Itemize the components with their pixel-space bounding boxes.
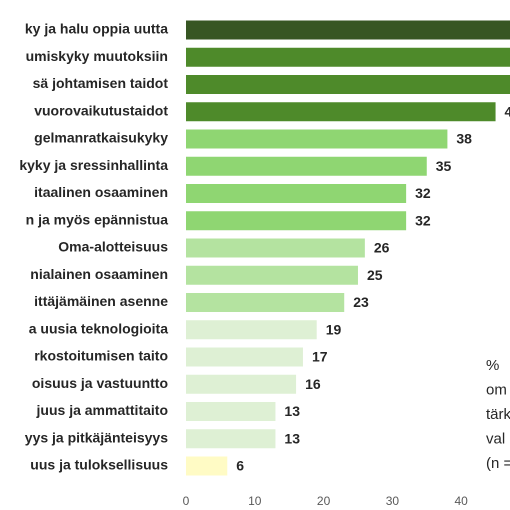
- x-tick-label: 40: [454, 494, 468, 508]
- value-label: 17: [312, 349, 328, 365]
- bar: [186, 456, 228, 476]
- value-label: 26: [374, 240, 390, 256]
- value-label: 16: [305, 376, 321, 392]
- x-tick-label: 20: [317, 494, 331, 508]
- value-label: 32: [415, 212, 431, 228]
- category-label: Oma-alotteisuus: [58, 239, 168, 255]
- bar: [186, 347, 303, 367]
- value-label: 13: [284, 403, 300, 419]
- category-label: juus ja ammattitaito: [36, 402, 168, 418]
- value-label: 32: [415, 185, 431, 201]
- bar: [186, 184, 407, 203]
- bar: [186, 374, 297, 394]
- category-label: sä johtamisen taidot: [33, 75, 169, 91]
- annotation: (n =: [486, 455, 510, 472]
- bar: [186, 402, 276, 421]
- category-label: oisuus ja vastuuntto: [32, 375, 168, 391]
- bar: [186, 102, 496, 122]
- bar: [186, 129, 448, 149]
- bar: [186, 211, 407, 231]
- value-label: 19: [326, 321, 342, 337]
- annotation: %: [486, 357, 499, 374]
- category-label: gelmanratkaisukyky: [34, 130, 168, 146]
- value-label: 6: [236, 458, 244, 474]
- category-label: uus ja tuloksellisuus: [30, 457, 168, 473]
- category-label: n ja myös epännistua: [26, 211, 169, 227]
- x-tick-label: 30: [386, 494, 400, 508]
- value-label: 38: [456, 131, 472, 147]
- value-label: 35: [436, 158, 452, 174]
- bar: [186, 429, 276, 449]
- x-tick-label: 0: [183, 494, 190, 508]
- value-label: 13: [284, 430, 300, 446]
- bar: [186, 265, 358, 285]
- x-tick-label: 10: [248, 494, 262, 508]
- annotation: om: [486, 381, 507, 398]
- bar: [186, 293, 345, 312]
- value-label: 23: [353, 294, 369, 310]
- category-label: umiskyky muutoksiin: [26, 48, 168, 64]
- category-label: nialainen osaaminen: [30, 266, 168, 282]
- category-label: kyky ja sressinhallinta: [19, 157, 168, 173]
- bar: [186, 156, 427, 176]
- category-label: yys ja pitkäjänteisyys: [25, 429, 168, 445]
- annotation: val: [486, 430, 505, 447]
- bar: [186, 47, 510, 67]
- bar: [186, 238, 365, 258]
- category-label: itaalinen osaaminen: [34, 184, 168, 200]
- annotation: tärk: [486, 406, 510, 423]
- category-label: ittäjämäinen asenne: [34, 293, 168, 309]
- category-label: rkostoitumisen taito: [34, 348, 168, 364]
- value-label: 45: [505, 103, 510, 119]
- category-label: vuorovaikutustaidot: [34, 102, 168, 118]
- bar: [186, 75, 510, 94]
- category-label: ky ja halu oppia uutta: [25, 21, 168, 37]
- bar: [186, 20, 510, 40]
- value-label: 25: [367, 267, 383, 283]
- category-label: a uusia teknologioita: [29, 320, 168, 336]
- bar: [186, 320, 317, 340]
